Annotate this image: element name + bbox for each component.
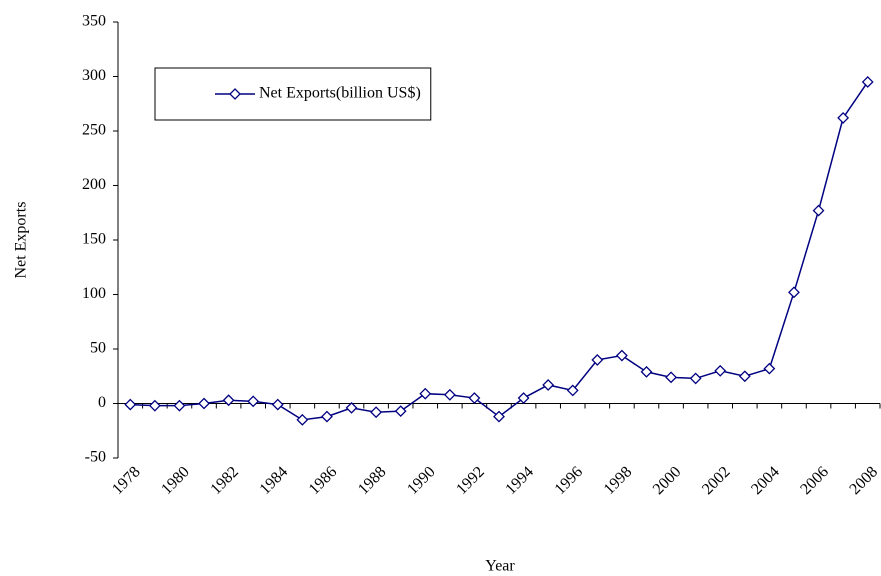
y-tick-label: 250	[82, 122, 106, 139]
point	[345, 401, 358, 414]
series-line	[130, 81, 869, 421]
point	[124, 398, 137, 411]
point	[370, 406, 383, 419]
point	[271, 398, 284, 411]
x-tick-label: 2004	[748, 463, 783, 498]
x-tick-label: 1988	[355, 463, 390, 498]
point	[321, 410, 333, 423]
y-tick-label: 0	[98, 394, 106, 411]
point	[222, 394, 235, 407]
y-tick-label: 200	[82, 176, 106, 193]
point	[493, 410, 505, 423]
point	[763, 362, 776, 375]
y-axis-label: Net Exports	[13, 202, 30, 279]
point	[738, 370, 751, 383]
x-tick-label: 2002	[699, 463, 734, 498]
x-tick-label: 1984	[257, 463, 292, 498]
point	[591, 353, 604, 366]
x-tick-label: 2008	[846, 463, 881, 498]
x-tick-label: 1982	[207, 463, 242, 498]
point	[788, 286, 800, 299]
point	[665, 371, 677, 384]
legend: Net Exports(billion US$)	[154, 67, 432, 121]
point	[640, 365, 653, 378]
point	[148, 399, 161, 412]
y-tick-label: 350	[82, 13, 106, 30]
point	[689, 372, 702, 385]
legend-box	[154, 67, 432, 121]
y-tick-label: 150	[82, 231, 106, 248]
point	[615, 349, 628, 362]
point	[812, 204, 825, 217]
point	[542, 379, 555, 391]
y-tick-label: 100	[82, 285, 106, 302]
x-tick-label: 1992	[453, 463, 488, 498]
x-tick-label: 1990	[404, 463, 439, 498]
x-tick-label: 1998	[601, 463, 636, 498]
point	[861, 76, 874, 88]
x-tick-label: 2000	[650, 463, 685, 498]
point	[566, 384, 579, 397]
x-tick-label: 1994	[502, 463, 537, 498]
point	[173, 399, 186, 412]
y-tick-label: 50	[90, 340, 106, 357]
point	[296, 413, 309, 426]
point	[468, 392, 481, 404]
x-axis-label: Year	[485, 558, 515, 575]
legend-marker	[229, 88, 241, 100]
point	[198, 397, 210, 410]
point	[394, 405, 407, 418]
x-tick-label: 1980	[158, 463, 193, 498]
x-tick-label: 1986	[306, 463, 341, 498]
point	[517, 392, 530, 404]
x-tick-label: 1978	[109, 463, 144, 498]
point	[419, 387, 432, 400]
legend-label: Net Exports(billion US$)	[259, 85, 421, 102]
point	[443, 388, 456, 401]
point	[247, 395, 260, 408]
y-tick-label: 300	[82, 67, 106, 84]
x-tick-label: 2006	[797, 463, 832, 498]
x-tick-label: 1996	[552, 463, 587, 498]
point	[837, 112, 850, 124]
y-tick-label: -50	[85, 449, 106, 466]
point	[714, 364, 727, 377]
